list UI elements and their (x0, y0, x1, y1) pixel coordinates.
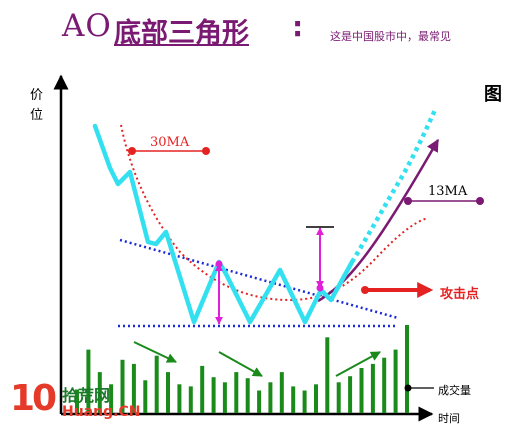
volume-bar (393, 349, 398, 413)
pattern-code: AO (62, 8, 112, 44)
volume-bar (314, 384, 318, 413)
volume-bar (154, 355, 159, 413)
price-breakout-dotted (350, 109, 438, 264)
volume-bar (279, 372, 284, 413)
volume-bar (370, 363, 375, 413)
volume-trend-arrow (335, 351, 381, 377)
volume-bar (234, 372, 239, 413)
attack-point-label: 攻击点 (440, 286, 479, 302)
volume-bar (268, 382, 273, 413)
volume-bar (120, 359, 125, 413)
subtitle: 这是中国股市中，最常见 (330, 30, 451, 43)
volume-bar (222, 382, 227, 413)
volume-bar (336, 382, 341, 413)
breakout-height-dot (316, 284, 324, 292)
ma30-pointer-start (128, 147, 136, 155)
pattern-height-dot (215, 260, 223, 268)
logo-url: Huang.CN (62, 404, 141, 420)
volume-bar (177, 384, 182, 413)
ma30-pointer-end (202, 147, 210, 155)
volume-pointer-dot (404, 384, 412, 392)
volume-bar (200, 365, 205, 413)
ma30-label: 30MA (150, 135, 190, 150)
logo-mark: 10 (10, 378, 57, 419)
volume-trend-arrow (218, 351, 263, 377)
volume-bar (166, 372, 170, 413)
volume-bar (86, 349, 91, 413)
ma30-line (120, 124, 429, 302)
volume-bar (143, 380, 148, 413)
x-axis-label: 时间 (438, 412, 460, 425)
volume-bar (109, 384, 114, 413)
logo-name: 拾荒网 (62, 386, 111, 405)
ma13-pointer-end (476, 197, 484, 205)
ma13-label: 13MA (428, 184, 468, 199)
volume-bar (75, 389, 79, 413)
volume-bar (188, 386, 193, 413)
pattern-title: 底部三角形 (114, 18, 249, 49)
volume-trend-arrow (133, 341, 177, 363)
volume-bar (405, 325, 409, 413)
volume-bar (291, 386, 296, 413)
volume-bar (348, 376, 353, 413)
volume-bar (97, 372, 102, 413)
volume-bar (325, 337, 330, 413)
ma13-pointer-start (404, 197, 412, 205)
volume-bars (75, 325, 409, 413)
price-line (92, 123, 355, 325)
volume-bar (359, 368, 364, 413)
site-logo: 10 拾荒网 Huang.CN (2, 374, 142, 424)
volume-bar (211, 377, 216, 413)
volume-bar (257, 390, 262, 413)
title-colon: : (292, 10, 304, 43)
volume-bar (302, 390, 307, 413)
upper-trendline (119, 238, 399, 320)
volume-bar (131, 363, 136, 413)
y-axis-label: 价位 (30, 88, 44, 123)
volume-bar (245, 378, 250, 413)
volume-bar (382, 357, 387, 413)
volume-label: 成交量 (438, 383, 471, 397)
figure-label: 图 (484, 84, 502, 105)
